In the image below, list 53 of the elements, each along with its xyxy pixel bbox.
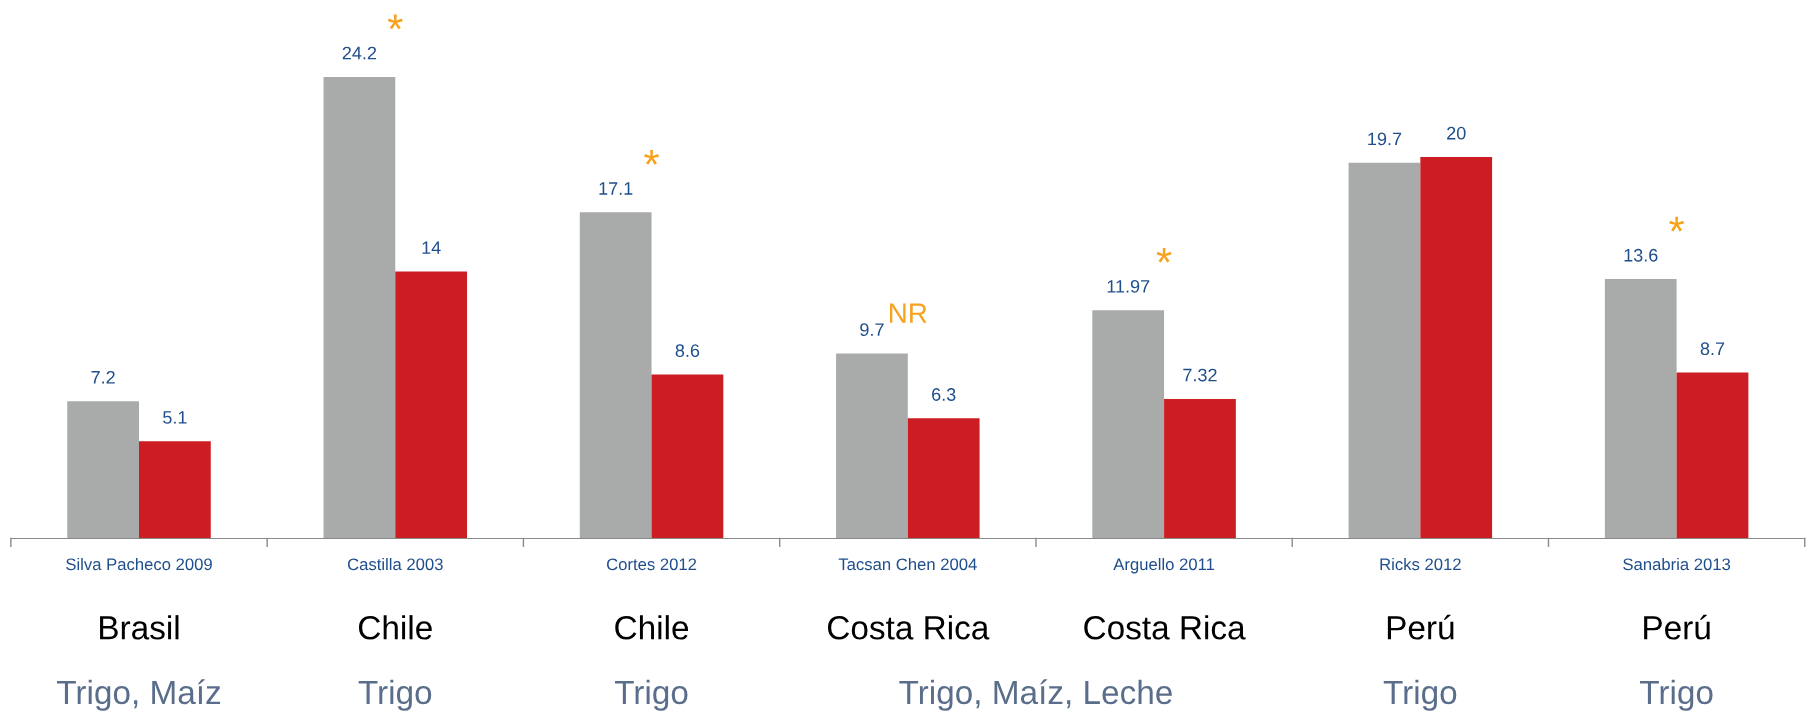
annotation: *: [1669, 216, 1685, 232]
text: Brasil: [100, 615, 179, 640]
bar: [139, 441, 211, 539]
text: Trigo: [1383, 679, 1457, 711]
annotation: *: [387, 14, 403, 30]
data-label: 14: [422, 241, 441, 254]
data-label: 13.6: [1624, 248, 1658, 262]
bar: [579, 212, 652, 539]
text: Trigo: [358, 679, 432, 711]
text: Trigo, Maíz: [57, 679, 221, 711]
x-tick-label: Arguello 2011: [1113, 557, 1215, 574]
text: Costa Rica: [828, 615, 990, 640]
x-tick-label: Sanabria 2013: [1623, 557, 1731, 571]
annotation: *: [644, 150, 659, 165]
x-tick-label: Silva Pacheco 2009: [66, 557, 212, 571]
text: Perú: [1387, 614, 1454, 640]
data-label: 9.7: [860, 323, 884, 337]
data-label: 5.1: [163, 411, 187, 424]
data-label: 24.2: [342, 46, 377, 60]
x-tick-label: Ricks 2012: [1380, 557, 1461, 571]
data-label: 7.32: [1183, 368, 1217, 382]
data-label: 11.97: [1107, 279, 1150, 293]
text: Trigo, Maíz, Leche: [899, 679, 1172, 711]
data-label: 19.7: [1368, 132, 1402, 146]
bar: [651, 374, 724, 539]
annotation: *: [1156, 247, 1172, 263]
annotation: NR: [890, 303, 927, 323]
bar: [323, 76, 396, 539]
bar: [67, 401, 140, 539]
text: Trigo: [1640, 679, 1713, 711]
data-label: 17.1: [599, 182, 633, 195]
data-label: 6.3: [932, 388, 956, 401]
bar: [1092, 310, 1165, 539]
bar: [1348, 162, 1421, 539]
data-label: 8.7: [1700, 342, 1725, 356]
bar: [907, 418, 980, 539]
x-tick-label: Tacsan Chen 2004: [838, 557, 977, 571]
text: Perú: [1644, 614, 1710, 640]
x-tick-label: Castilla 2003: [347, 557, 443, 571]
data-label: 20: [1447, 126, 1466, 140]
bar: [836, 353, 908, 539]
bar: [1420, 157, 1493, 539]
bar: [1676, 372, 1749, 539]
data-label: 8.6: [675, 344, 700, 358]
data-label: 7.2: [91, 370, 115, 384]
text: Chile: [615, 615, 689, 640]
bar: [1164, 398, 1236, 539]
text: Chile: [358, 615, 432, 640]
bar: [1604, 279, 1677, 539]
text: Costa Rica: [1084, 615, 1246, 640]
x-tick-label: Cortes 2012: [607, 558, 697, 571]
text: Trigo: [614, 679, 688, 711]
bar: [395, 271, 468, 539]
